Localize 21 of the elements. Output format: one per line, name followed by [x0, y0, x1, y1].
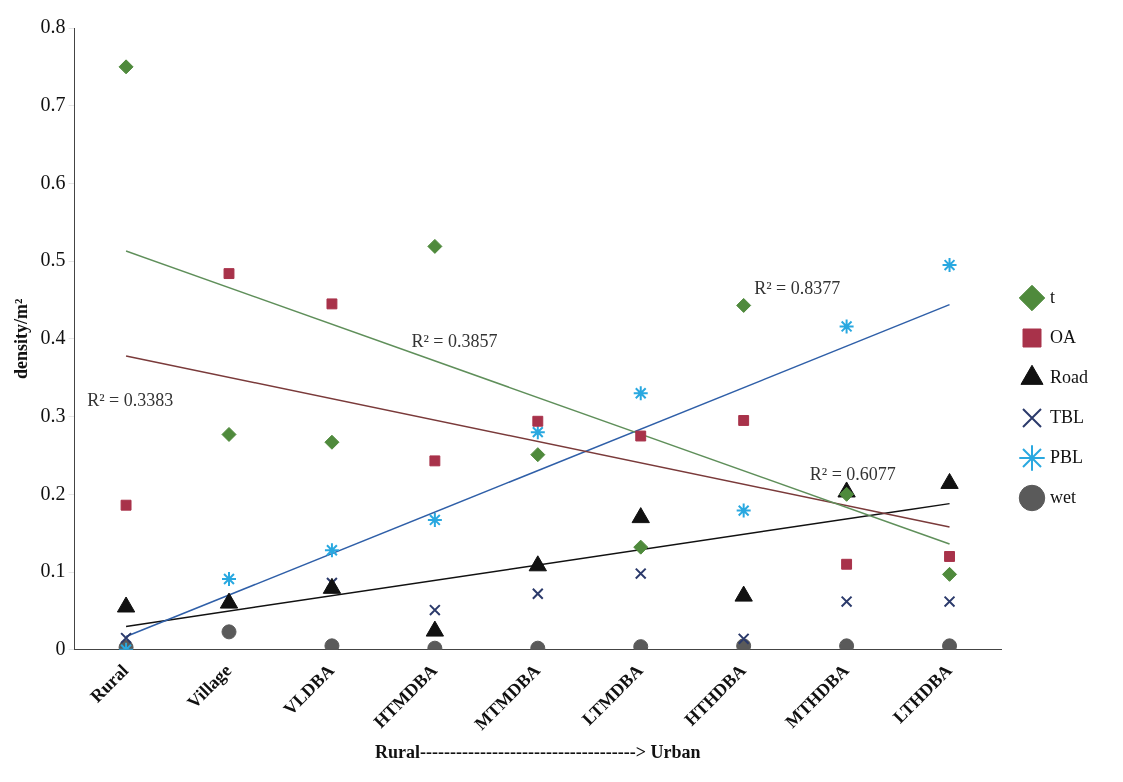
- legend-label: OA: [1050, 326, 1076, 347]
- annotation: R² = 0.6077: [809, 464, 896, 485]
- y-tick-label: 0.2: [40, 481, 66, 504]
- y-tick-label: 0.7: [40, 92, 66, 115]
- y-tick-label: 0: [55, 636, 66, 659]
- legend-label: TBL: [1050, 406, 1084, 427]
- annotation: R² = 0.3383: [87, 389, 174, 410]
- legend-label: t: [1050, 286, 1056, 307]
- annotation: R² = 0.3857: [411, 331, 498, 352]
- legend-label: PBL: [1050, 446, 1084, 467]
- x-axis-title: Rural------------------------------------> Urban: [375, 741, 701, 762]
- annotation: R² = 0.8377: [754, 277, 841, 298]
- legend-label: Road: [1050, 366, 1088, 387]
- legend-label: wet: [1050, 486, 1076, 507]
- y-tick-label: 0.6: [40, 170, 66, 193]
- y-tick-label: 0.8: [40, 15, 66, 38]
- y-tick-label: 0.5: [40, 248, 66, 271]
- y-axis-title: density/m²: [11, 298, 32, 380]
- y-tick-label: 0.3: [40, 403, 66, 426]
- y-tick-label: 0.1: [40, 559, 66, 582]
- y-tick-label: 0.4: [40, 326, 66, 349]
